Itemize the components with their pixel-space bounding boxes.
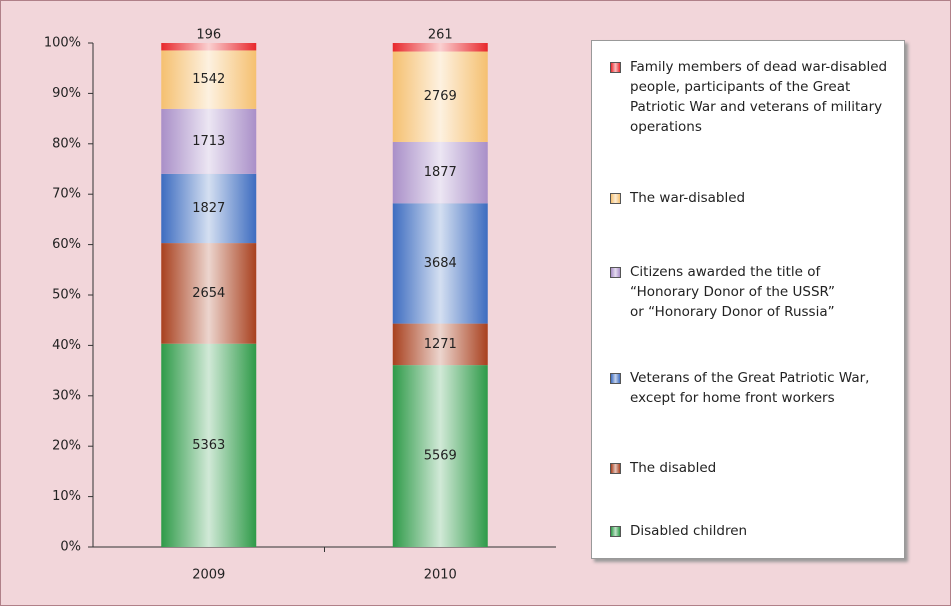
data-label: 1827 — [192, 201, 225, 216]
legend-label: Family members of dead war-disabled peop… — [630, 59, 888, 135]
data-label: 3684 — [424, 256, 457, 271]
bar-segment — [161, 108, 257, 174]
legend-label: The war-disabled — [630, 190, 746, 206]
data-label: 1271 — [424, 337, 457, 352]
data-label: 196 — [196, 28, 221, 43]
legend: Family members of dead war-disabled peop… — [591, 40, 905, 559]
bar-segment — [161, 343, 257, 547]
legend-swatch — [610, 193, 621, 204]
y-tick-label: 100% — [44, 36, 81, 51]
legend-swatch — [610, 463, 621, 474]
data-label: 1877 — [424, 165, 457, 180]
legend-swatch — [610, 267, 621, 278]
data-label: 5569 — [424, 449, 457, 464]
bar-segment — [161, 43, 257, 51]
legend-swatch — [610, 526, 621, 537]
legend-label: Veterans of the Great Patriotic War, exc… — [630, 370, 870, 406]
data-label: 2654 — [192, 286, 225, 301]
bar-segment — [392, 203, 488, 324]
legend-label: Citizens awarded the title of “Honorary … — [630, 264, 836, 320]
bar-segment — [392, 141, 488, 204]
x-tick-label: 2010 — [424, 568, 457, 583]
legend-swatch — [610, 62, 621, 73]
bar-segment — [392, 365, 488, 547]
y-tick-label: 20% — [52, 439, 81, 454]
data-label: 1542 — [192, 72, 225, 87]
bar-segment — [161, 50, 257, 109]
legend-label: The disabled — [630, 460, 717, 476]
bar-segment — [392, 51, 488, 142]
y-tick-label: 30% — [52, 388, 81, 403]
legend-label: Disabled children — [630, 523, 748, 539]
y-tick-label: 60% — [52, 237, 81, 252]
data-label: 1713 — [192, 134, 225, 149]
bar-segment — [161, 243, 257, 344]
bar-segment — [392, 323, 488, 366]
y-tick-label: 90% — [52, 86, 81, 101]
y-tick-label: 70% — [52, 187, 81, 202]
legend-swatch — [610, 373, 621, 384]
bar-segment — [392, 43, 488, 52]
x-tick-label: 2009 — [192, 568, 225, 583]
y-tick-label: 80% — [52, 136, 81, 151]
y-tick-label: 40% — [52, 338, 81, 353]
y-tick-label: 0% — [60, 540, 81, 555]
bar-segment — [161, 173, 257, 244]
y-tick-label: 50% — [52, 288, 81, 303]
y-tick-label: 10% — [52, 489, 81, 504]
data-label: 261 — [428, 28, 453, 43]
data-label: 5363 — [192, 438, 225, 453]
data-label: 2769 — [424, 89, 457, 104]
